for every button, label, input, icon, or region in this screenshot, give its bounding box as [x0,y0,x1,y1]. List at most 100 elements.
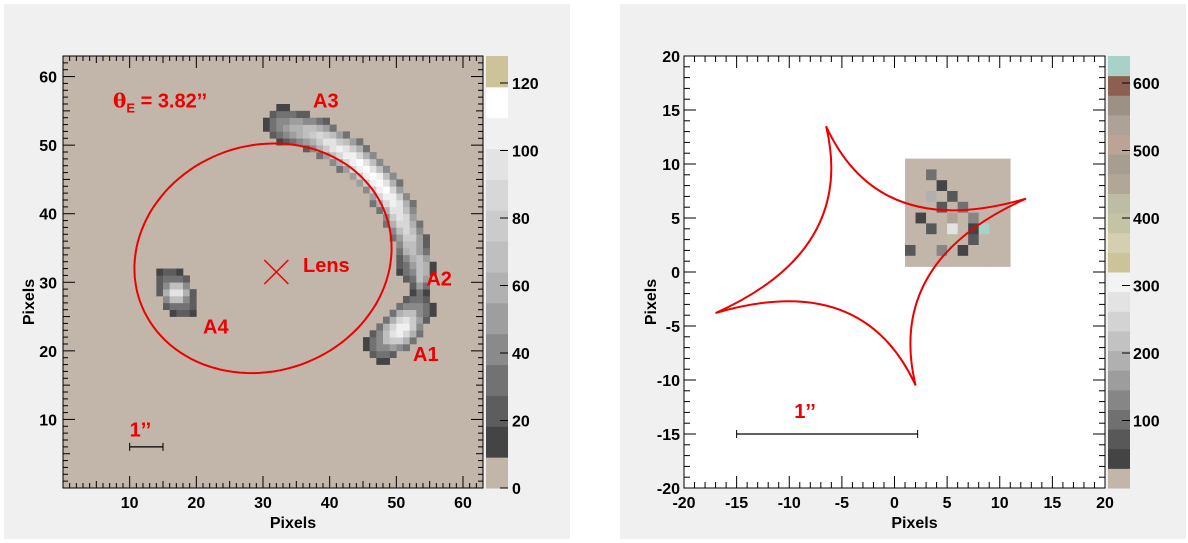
colorbar-bin [486,395,508,427]
source-pixel [999,180,1011,192]
image-pixel [396,200,404,208]
image-pixel [323,152,330,160]
image-pixel [169,309,177,317]
colorbar-bin [486,56,508,88]
source-pixel [926,212,937,224]
image-pixel [309,124,317,132]
image-pixel [183,282,190,290]
image-pixel [416,254,424,263]
image-pixel [389,316,397,324]
image-pixel [376,200,384,208]
image-pixel [389,227,397,235]
y-tick-label: 5 [671,211,680,228]
image-pixel [389,350,397,359]
image-pixel [176,289,184,297]
source-pixel [957,158,969,170]
image-pixel [283,117,290,125]
image-pixel [189,296,197,304]
source-pixel [947,245,958,257]
image-pixel [323,124,330,132]
image-pixel [363,344,370,352]
source-pixel [947,234,958,246]
image-pixel [343,152,350,160]
image-pixel [389,234,397,242]
image-label-a3: A3 [313,90,339,112]
image-pixel [409,289,417,297]
source-pixel [905,234,916,246]
image-pixel [376,330,384,338]
image-pixel [409,323,417,331]
image-pixel [189,302,197,311]
source-pixel [957,180,969,192]
source-pixel [915,255,927,267]
image-pixel [316,131,324,139]
image-label-a1: A1 [413,344,439,366]
image-pixel [283,138,290,146]
source-pixel [957,201,969,213]
image-pixel [389,172,397,180]
image-pixel [389,186,397,194]
image-pixel [163,302,170,311]
source-pixel [999,255,1011,267]
image-pixel [416,241,424,249]
critical-curve [133,142,393,375]
image-pixel [323,131,330,139]
image-pixel [369,179,377,187]
image-pixel [396,241,404,249]
x-tick-label: -5 [835,495,849,512]
source-pixel [915,169,927,181]
y-tick-label: -20 [657,481,680,498]
image-pixel [336,131,344,139]
image-pixel [176,296,184,304]
image-pixel [389,330,397,338]
image-pixel [409,330,417,338]
x-tick-label: 15 [1043,495,1061,512]
source-pixel [957,212,969,224]
lens-image-panel: 10 20 30 40 50 60 10 20 30 40 50 60 0 20 40 60 80 100 120… [4,4,570,539]
image-pixel [376,350,384,359]
source-pixel [926,158,937,170]
lens-image-chart: 10 20 30 40 50 60 10 20 30 40 50 60 0 20 40 60 80 100 120… [21,55,539,532]
image-pixel [396,186,404,194]
image-pixel [369,158,377,167]
image-pixel [183,275,190,283]
image-pixel [409,213,417,221]
image-pixel [316,145,324,153]
source-pixel [915,234,927,246]
image-pixel [296,124,304,132]
image-pixel [383,220,390,228]
image-pixel [383,193,390,201]
image-pixel [416,248,424,256]
image-pixel [316,124,324,132]
image-pixel [289,138,297,146]
image-pixel [376,158,384,167]
source-pixel [978,169,990,181]
image-pixel [349,138,357,146]
y-axis-title: Pixels [643,279,660,325]
source-pixel [968,201,979,213]
colorbar-bin [1108,429,1130,450]
x-tick-label: 40 [321,495,339,512]
image-pixel [383,357,390,365]
colorbar-bin [1108,448,1130,469]
image-pixel [409,309,417,317]
image-pixel [189,309,197,317]
image-pixel [383,330,390,338]
y-tick-label: 20 [662,49,680,66]
source-pixel [968,234,979,246]
image-pixel [423,309,430,317]
image-pixel [416,302,424,311]
image-pixel [276,104,284,112]
y-tick-label: -15 [657,427,680,444]
image-pixel [416,289,424,297]
source-pixel [926,223,937,235]
y-tick-label: -5 [666,319,680,336]
image-pixel [396,323,404,331]
image-pixel [396,268,404,276]
image-pixel [403,275,410,283]
image-pixel [289,110,297,119]
source-pixel [957,191,969,203]
colorbar-bin [1108,173,1130,194]
image-pixel [169,289,177,297]
scale-bar-label: 1’’ [130,420,152,442]
